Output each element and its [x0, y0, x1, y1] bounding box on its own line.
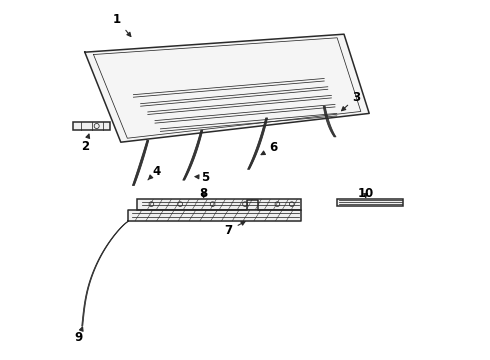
Text: 4: 4: [148, 165, 161, 180]
Bar: [337, 199, 403, 206]
Text: 8: 8: [199, 187, 208, 200]
Bar: [137, 199, 301, 210]
Text: 7: 7: [225, 221, 245, 237]
Text: 5: 5: [195, 171, 210, 184]
Text: 2: 2: [81, 134, 90, 153]
Text: 6: 6: [261, 141, 278, 155]
Text: 10: 10: [358, 187, 374, 200]
Polygon shape: [128, 200, 301, 221]
Text: 1: 1: [113, 13, 131, 36]
Text: 3: 3: [342, 91, 361, 111]
Text: 9: 9: [74, 327, 83, 344]
Bar: [73, 122, 110, 130]
Polygon shape: [85, 34, 369, 142]
